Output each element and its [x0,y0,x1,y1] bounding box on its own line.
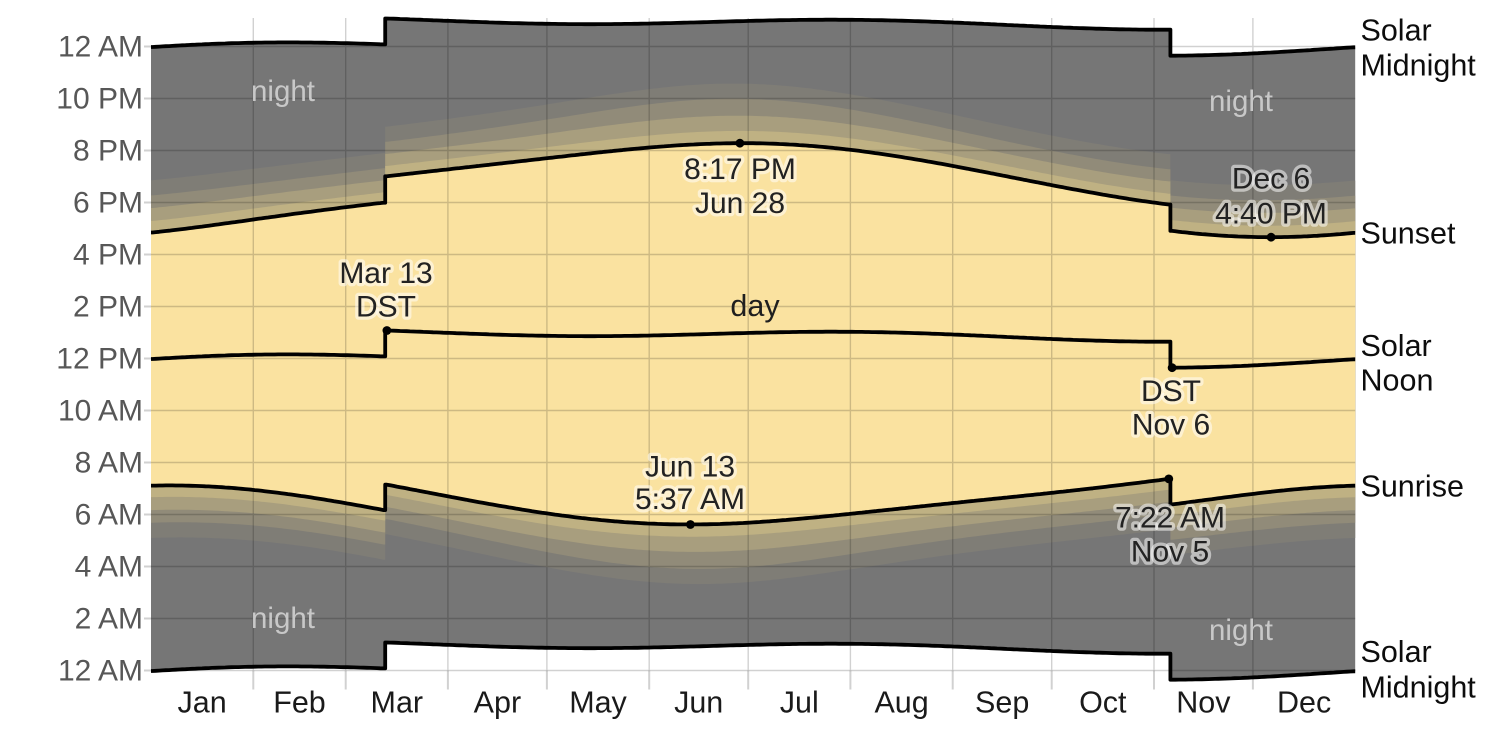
svg-text:Sep: Sep [975,686,1029,720]
svg-text:6 PM: 6 PM [73,187,143,220]
svg-text:Nov: Nov [1176,686,1231,720]
svg-text:Jun: Jun [674,686,723,720]
svg-text:2 PM: 2 PM [73,291,143,324]
svg-text:DST: DST [1141,375,1201,408]
svg-text:Midnight: Midnight [1361,48,1477,82]
svg-text:DST: DST [356,290,416,323]
svg-text:Solar: Solar [1361,635,1432,669]
svg-text:4 PM: 4 PM [73,239,143,272]
svg-text:4:40 PM: 4:40 PM [1215,197,1327,230]
svg-text:Oct: Oct [1079,686,1127,720]
svg-text:8 PM: 8 PM [73,135,143,168]
svg-text:2 AM: 2 AM [75,603,143,636]
svg-text:Jun 13: Jun 13 [645,451,735,484]
svg-text:Sunrise: Sunrise [1361,470,1464,504]
svg-text:Aug: Aug [874,686,928,720]
svg-text:night: night [251,75,315,108]
svg-text:12 PM: 12 PM [56,343,143,376]
svg-text:Jul: Jul [780,686,819,720]
svg-text:6 AM: 6 AM [75,499,143,532]
svg-text:12 AM: 12 AM [58,655,143,688]
svg-text:Noon: Noon [1361,364,1434,398]
svg-text:Jun 28: Jun 28 [695,187,785,220]
svg-text:day: day [730,289,780,323]
svg-text:10 AM: 10 AM [58,395,143,428]
svg-text:4 AM: 4 AM [75,551,143,584]
svg-text:Nov 5: Nov 5 [1131,535,1209,568]
svg-text:night: night [251,602,315,635]
svg-text:Midnight: Midnight [1361,670,1477,704]
svg-text:10 PM: 10 PM [56,83,143,116]
svg-text:night: night [1209,85,1273,118]
svg-text:Nov 6: Nov 6 [1132,408,1210,441]
svg-text:Sunset: Sunset [1361,217,1456,251]
svg-text:8 AM: 8 AM [75,447,143,480]
svg-text:night: night [1209,614,1273,647]
svg-text:8:17 PM: 8:17 PM [684,153,796,186]
svg-text:Feb: Feb [273,686,326,720]
svg-text:Apr: Apr [474,686,521,720]
svg-text:12 AM: 12 AM [58,31,143,64]
svg-text:Dec 6: Dec 6 [1232,162,1310,195]
svg-text:Solar: Solar [1361,13,1432,47]
svg-text:Dec: Dec [1277,686,1331,720]
svg-text:5:37 AM: 5:37 AM [635,483,745,516]
svg-text:Mar 13: Mar 13 [339,257,432,290]
svg-text:Jan: Jan [178,686,227,720]
svg-text:Mar: Mar [371,686,424,720]
svg-text:May: May [569,686,627,720]
svg-text:Solar: Solar [1361,329,1432,363]
svg-text:7:22 AM: 7:22 AM [1115,501,1225,534]
